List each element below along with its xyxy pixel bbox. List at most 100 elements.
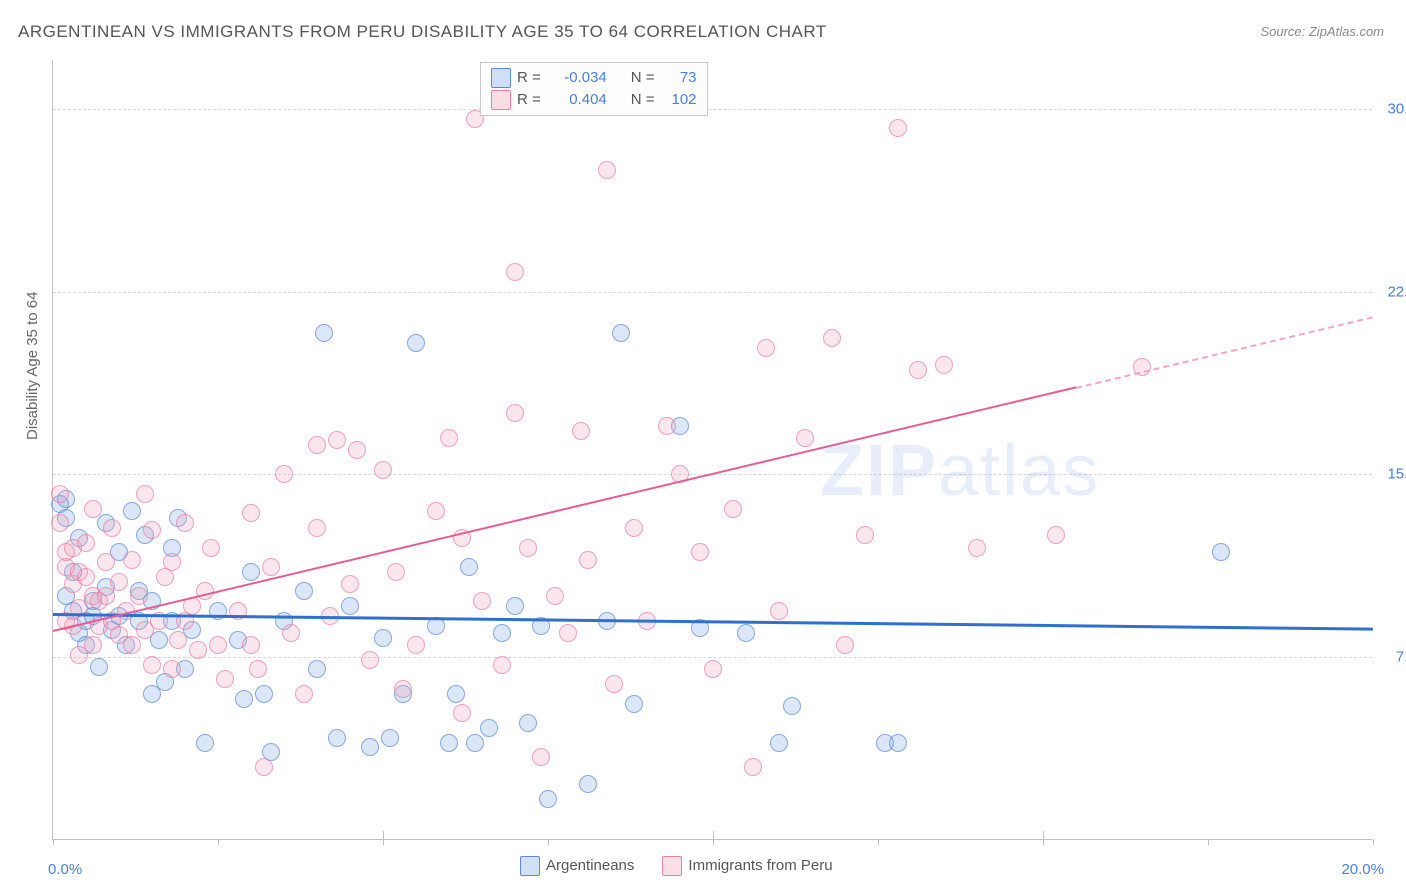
correlation-legend-row: R =0.404N =102	[491, 89, 697, 111]
x-tick	[548, 839, 549, 845]
data-point	[625, 519, 643, 537]
data-point	[163, 660, 181, 678]
data-point	[440, 734, 458, 752]
data-point	[308, 436, 326, 454]
x-tick	[713, 839, 714, 845]
data-point	[757, 339, 775, 357]
x-tick	[1043, 839, 1044, 845]
data-point	[123, 636, 141, 654]
legend-swatch	[662, 856, 682, 876]
data-point	[519, 714, 537, 732]
data-point	[308, 519, 326, 537]
data-point	[770, 602, 788, 620]
data-point	[704, 660, 722, 678]
data-point	[387, 563, 405, 581]
data-point	[202, 539, 220, 557]
data-point	[559, 624, 577, 642]
data-point	[51, 514, 69, 532]
data-point	[579, 551, 597, 569]
x-tick-inner	[383, 831, 384, 839]
data-point	[889, 734, 907, 752]
data-point	[968, 539, 986, 557]
x-tick	[218, 839, 219, 845]
data-point	[123, 502, 141, 520]
data-point	[136, 485, 154, 503]
data-point	[1212, 543, 1230, 561]
data-point	[97, 553, 115, 571]
data-point	[275, 465, 293, 483]
data-point	[625, 695, 643, 713]
y-tick-label: 15.0%	[1387, 466, 1406, 483]
data-point	[348, 441, 366, 459]
x-tick-inner	[713, 831, 714, 839]
data-point	[77, 534, 95, 552]
data-point	[407, 636, 425, 654]
data-point	[737, 624, 755, 642]
data-point	[143, 656, 161, 674]
data-point	[724, 500, 742, 518]
data-point	[539, 790, 557, 808]
data-point	[466, 734, 484, 752]
trendline-extrapolated	[1076, 316, 1373, 389]
chart-title: ARGENTINEAN VS IMMIGRANTS FROM PERU DISA…	[18, 22, 827, 42]
data-point	[315, 324, 333, 342]
data-point	[605, 675, 623, 693]
x-tick	[1208, 839, 1209, 845]
data-point	[856, 526, 874, 544]
data-point	[242, 636, 260, 654]
data-point	[328, 729, 346, 747]
x-axis-max-label: 20.0%	[1341, 861, 1384, 878]
data-point	[532, 748, 550, 766]
data-point	[308, 660, 326, 678]
legend-label: Immigrants from Peru	[688, 857, 832, 874]
data-point	[889, 119, 907, 137]
legend-r-label: R =	[517, 89, 541, 111]
trendline	[53, 613, 1373, 631]
data-point	[572, 422, 590, 440]
data-point	[506, 404, 524, 422]
gridline	[53, 109, 1372, 110]
legend-n-value: 73	[661, 67, 697, 89]
x-tick	[878, 839, 879, 845]
data-point	[546, 587, 564, 605]
data-point	[103, 519, 121, 537]
data-point	[1047, 526, 1065, 544]
data-point	[189, 641, 207, 659]
data-point	[519, 539, 537, 557]
data-point	[97, 587, 115, 605]
legend-swatch	[491, 68, 511, 88]
data-point	[143, 521, 161, 539]
data-point	[935, 356, 953, 374]
data-point	[209, 636, 227, 654]
legend-item: Immigrants from Peru	[662, 856, 832, 876]
legend-item: Argentineans	[520, 856, 634, 876]
correlation-legend: R =-0.034N =73R =0.404N =102	[480, 62, 708, 116]
data-point	[796, 429, 814, 447]
data-point	[579, 775, 597, 793]
data-point	[823, 329, 841, 347]
data-point	[374, 461, 392, 479]
data-point	[70, 646, 88, 664]
data-point	[506, 597, 524, 615]
data-point	[196, 734, 214, 752]
data-point	[836, 636, 854, 654]
x-tick-inner	[1043, 831, 1044, 839]
trendline	[53, 387, 1076, 633]
data-point	[506, 263, 524, 281]
correlation-legend-row: R =-0.034N =73	[491, 67, 697, 89]
data-point	[328, 431, 346, 449]
x-tick	[383, 839, 384, 845]
data-point	[84, 500, 102, 518]
source-credit: Source: ZipAtlas.com	[1260, 24, 1384, 39]
data-point	[658, 417, 676, 435]
data-point	[77, 568, 95, 586]
data-point	[493, 656, 511, 674]
data-point	[381, 729, 399, 747]
data-point	[235, 690, 253, 708]
legend-swatch	[520, 856, 540, 876]
plot-area: 7.5%15.0%22.5%30.0%	[52, 60, 1372, 840]
data-point	[473, 592, 491, 610]
data-point	[361, 738, 379, 756]
data-point	[51, 485, 69, 503]
data-point	[407, 334, 425, 352]
